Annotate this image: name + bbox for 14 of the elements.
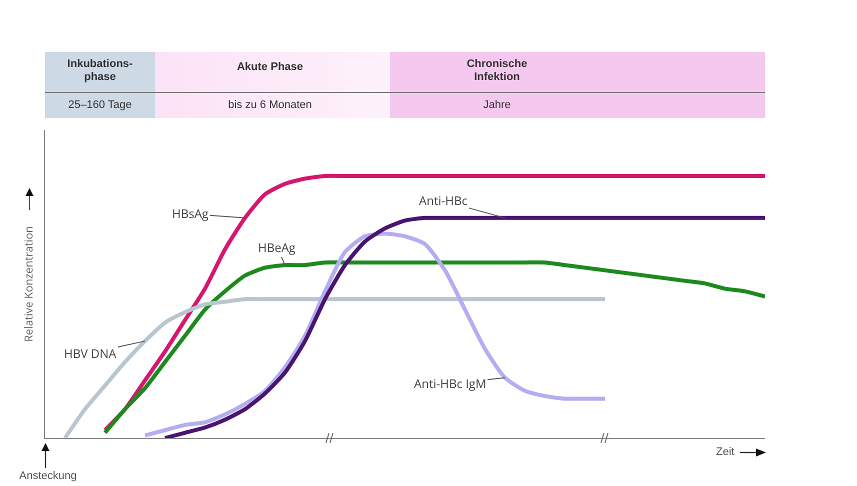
series-label: Anti-HBc	[419, 192, 468, 209]
text: Ansteckung	[19, 470, 77, 483]
text: Akute Phase	[236, 61, 304, 74]
text: HBsAg	[172, 205, 209, 222]
series-label: HBV DNA	[64, 345, 117, 362]
text: 25–160 Tage	[68, 99, 132, 112]
text: Jahre	[483, 99, 511, 112]
text: bis zu 6 Monaten	[228, 99, 312, 112]
y-axis-title: Relative Konzentration	[22, 226, 37, 342]
text: Inkubations- phase	[67, 58, 133, 84]
text: Zeit	[716, 446, 734, 459]
text: Chronische Infektion	[466, 58, 528, 84]
series-label: Anti-HBc IgM	[414, 375, 486, 392]
series-label: HBeAg	[258, 239, 296, 256]
